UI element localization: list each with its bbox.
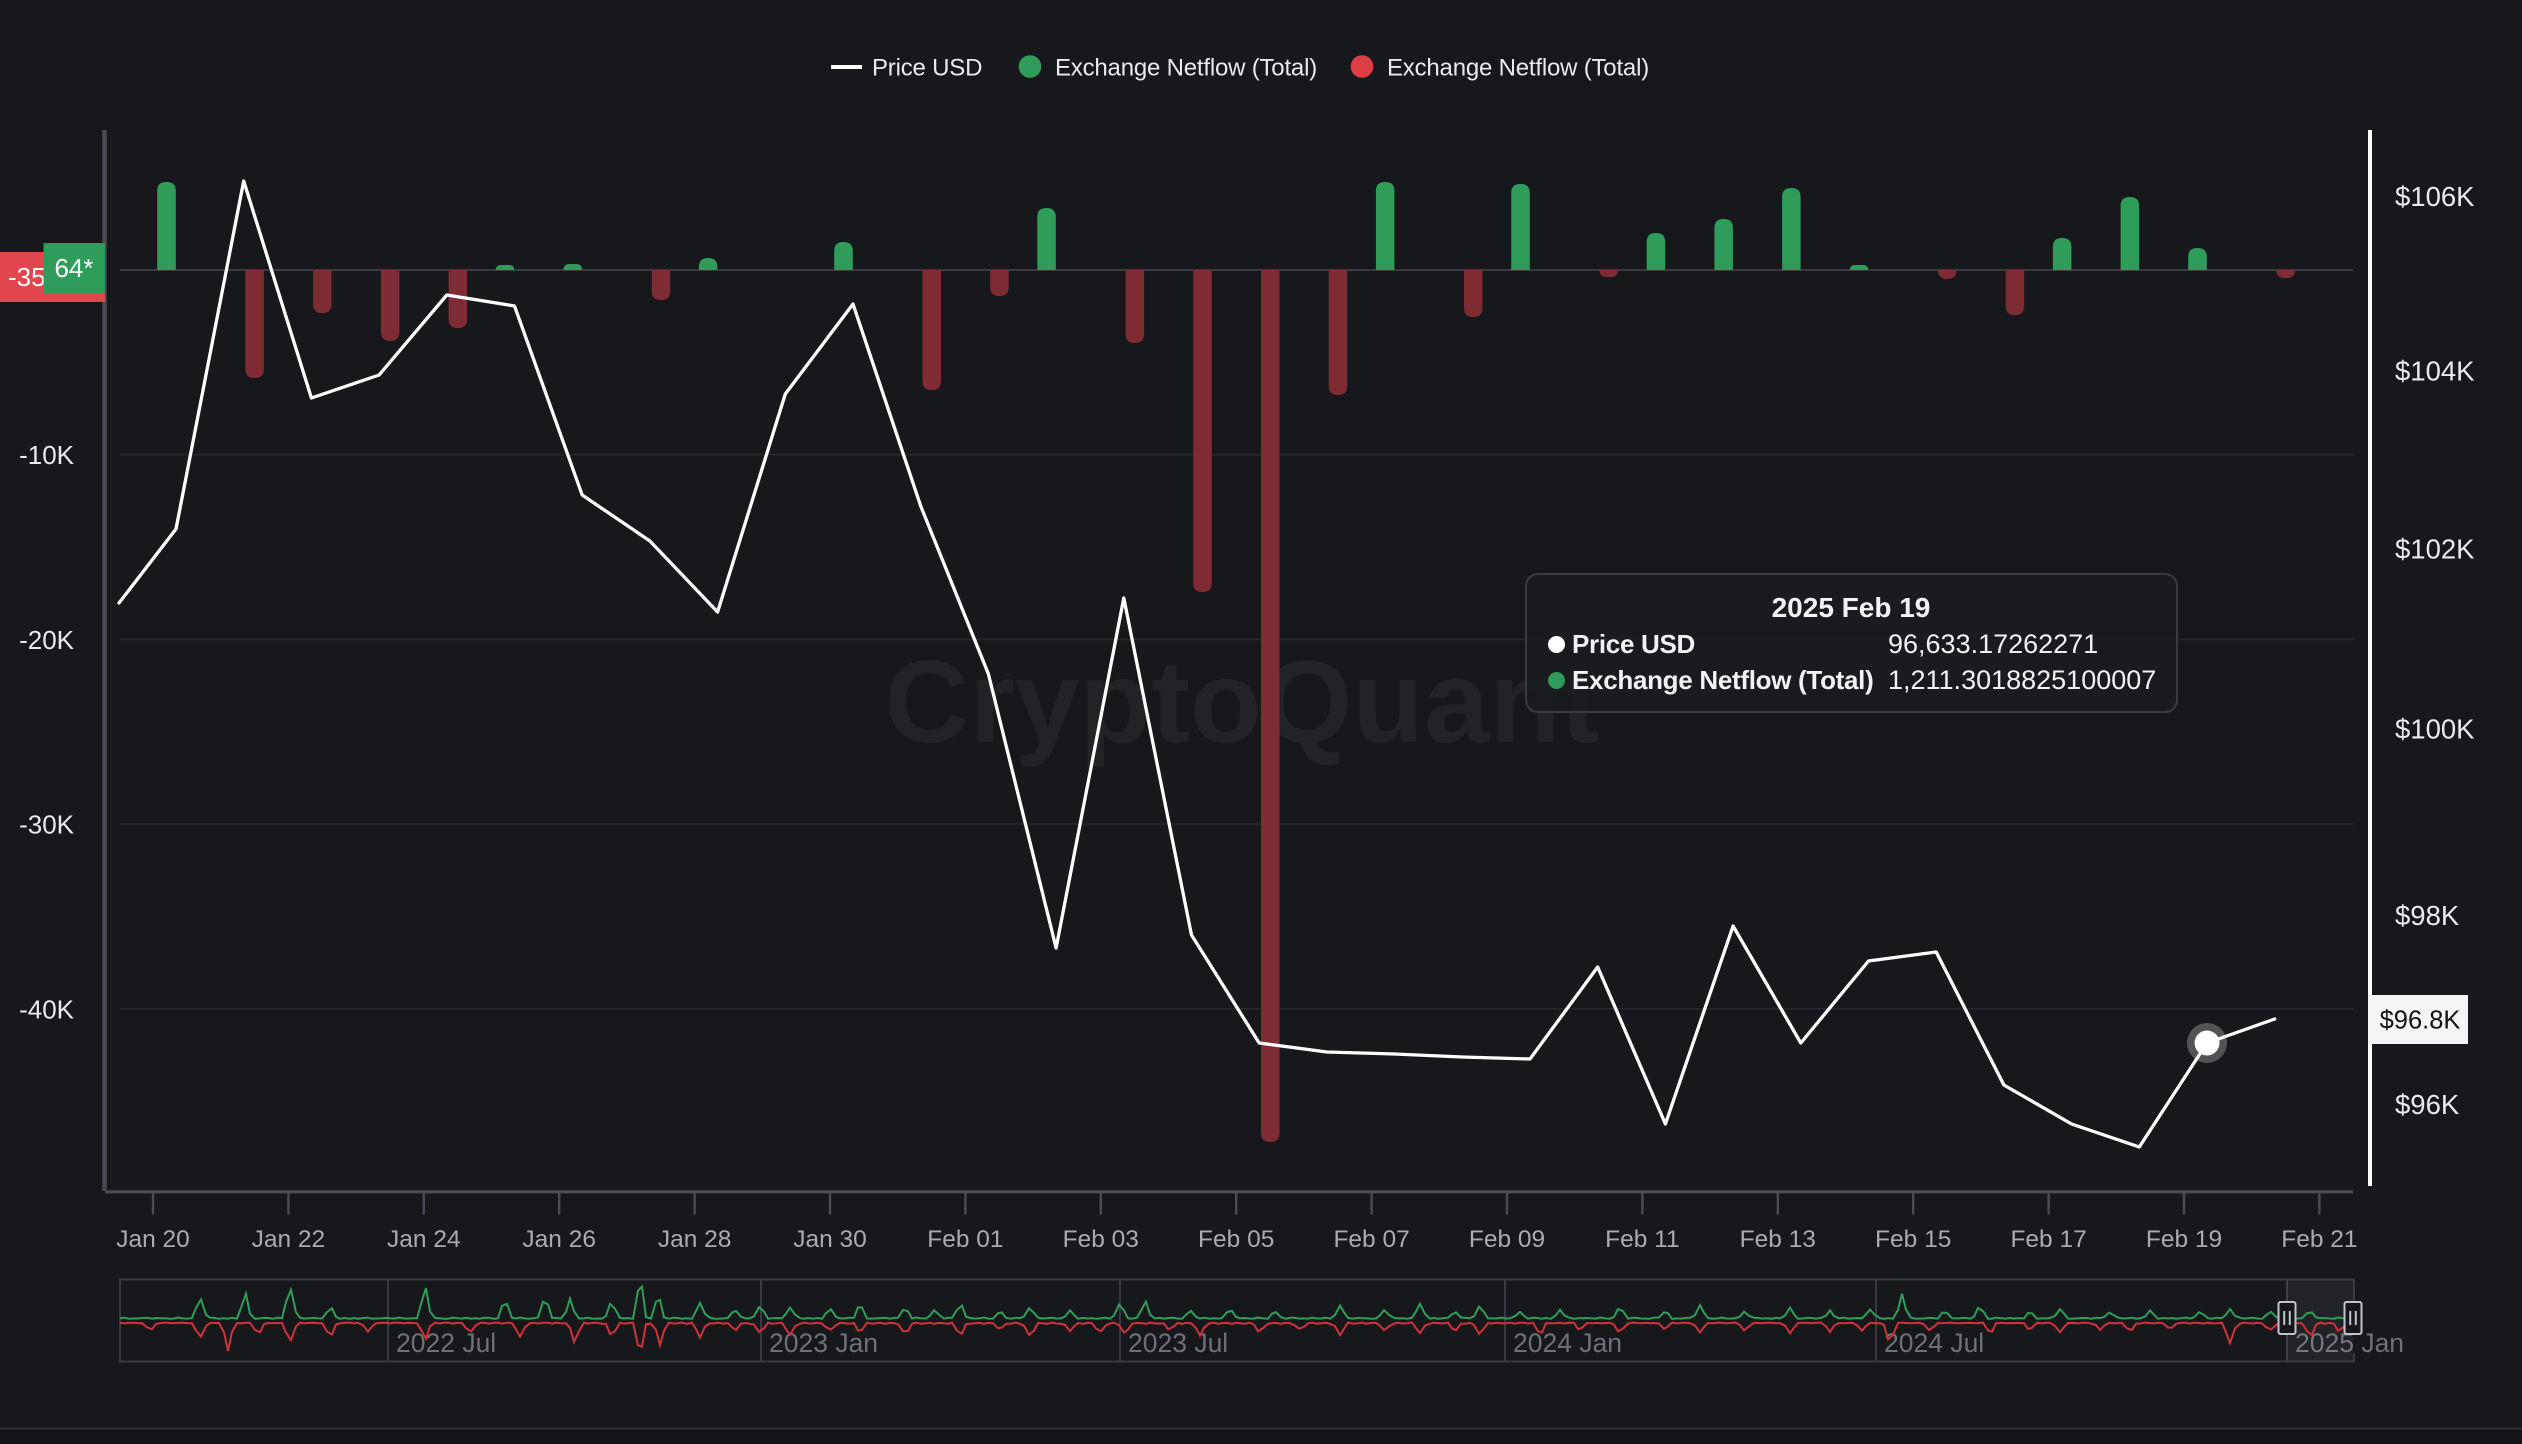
svg-text:Feb 03: Feb 03 [1063,1226,1139,1253]
svg-text:$98K: $98K [2395,900,2460,931]
svg-text:Jan 26: Jan 26 [522,1226,596,1253]
svg-text:-30K: -30K [19,810,75,840]
svg-text:Feb 09: Feb 09 [1469,1226,1545,1253]
svg-text:-20K: -20K [19,625,75,655]
svg-text:$104K: $104K [2395,356,2475,387]
svg-text:2022 Jul: 2022 Jul [396,1328,496,1358]
svg-text:2023 Jul: 2023 Jul [1128,1328,1228,1358]
svg-text:Feb 19: Feb 19 [2146,1226,2222,1253]
svg-text:Feb 01: Feb 01 [927,1226,1003,1253]
svg-text:Jan 22: Jan 22 [252,1226,326,1253]
svg-text:Price USD: Price USD [1572,629,1695,659]
svg-text:Feb 13: Feb 13 [1740,1226,1816,1253]
svg-text:2024 Jan: 2024 Jan [1513,1328,1622,1358]
svg-text:CryptoQuant: CryptoQuant [885,636,1600,767]
svg-text:Exchange Netflow (Total): Exchange Netflow (Total) [1387,55,1649,82]
svg-text:$100K: $100K [2395,714,2475,745]
svg-text:Feb 07: Feb 07 [1333,1226,1409,1253]
svg-text:Price USD: Price USD [872,55,982,82]
svg-text:Exchange Netflow (Total): Exchange Netflow (Total) [1055,55,1317,82]
svg-text:2023 Jan: 2023 Jan [769,1328,878,1358]
svg-text:$106K: $106K [2395,181,2475,212]
svg-text:Jan 20: Jan 20 [116,1226,190,1253]
svg-text:Feb 15: Feb 15 [1875,1226,1951,1253]
svg-text:$96K: $96K [2395,1089,2460,1120]
svg-text:Feb 21: Feb 21 [2281,1226,2357,1253]
svg-text:$102K: $102K [2395,534,2475,565]
svg-text:Jan 30: Jan 30 [793,1226,867,1253]
svg-text:Jan 28: Jan 28 [658,1226,732,1253]
svg-text:Exchange Netflow (Total): Exchange Netflow (Total) [1572,665,1873,695]
svg-text:2024 Jul: 2024 Jul [1884,1328,1984,1358]
svg-text:Feb 17: Feb 17 [2010,1226,2086,1253]
svg-text:-40K: -40K [19,994,75,1024]
svg-text:2025 Feb 19: 2025 Feb 19 [1772,592,1931,623]
svg-text:Feb 05: Feb 05 [1198,1226,1274,1253]
svg-text:64*: 64* [54,253,93,283]
svg-text:$96.8K: $96.8K [2380,1007,2461,1035]
svg-text:1,211.3018825100007: 1,211.3018825100007 [1888,665,2156,695]
svg-text:Feb 11: Feb 11 [1605,1226,1679,1253]
svg-text:-10K: -10K [19,440,75,470]
svg-text:Jan 24: Jan 24 [387,1226,461,1253]
svg-text:96,633.17262271: 96,633.17262271 [1888,629,2098,659]
